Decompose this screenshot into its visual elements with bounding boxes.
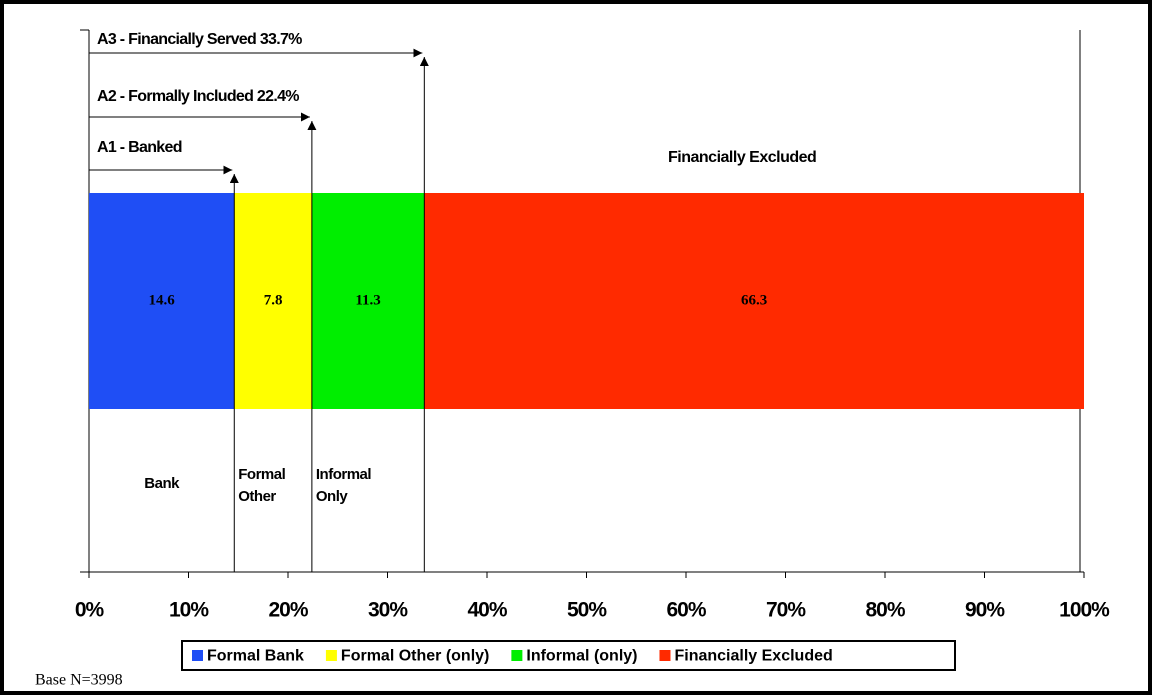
x-tick-label: 10% xyxy=(169,599,209,622)
segment-label: Bank xyxy=(144,475,180,492)
legend-label: Formal Bank xyxy=(207,648,304,665)
x-tick-label: 90% xyxy=(965,599,1005,622)
legend-swatch xyxy=(325,650,337,661)
legend-swatch xyxy=(192,650,203,661)
bar-segment xyxy=(311,193,425,409)
bar-segment xyxy=(424,193,1084,409)
annotation: A2 - Formally Included 22.4% xyxy=(97,88,299,105)
x-tick-label: 60% xyxy=(666,599,706,622)
legend-label: Formal Other (only) xyxy=(341,648,489,665)
legend-swatch xyxy=(659,650,671,661)
value-label: 14.6 xyxy=(149,292,176,308)
bar-segment xyxy=(89,193,235,409)
x-tick-label: 30% xyxy=(368,599,408,622)
x-tick-label: 100% xyxy=(1059,599,1110,622)
x-tick-label: 0% xyxy=(75,599,105,622)
footnote: Base N=3998 xyxy=(35,672,123,689)
x-tick-label: 80% xyxy=(865,599,905,622)
annotation: A1 - Banked xyxy=(97,139,182,156)
x-tick-label: 20% xyxy=(268,599,308,622)
excluded-label: Financially Excluded xyxy=(668,149,816,166)
value-label: 7.8 xyxy=(264,292,283,308)
value-label: 66.3 xyxy=(741,292,767,308)
x-tick-label: 70% xyxy=(766,599,806,622)
x-tick-label: 40% xyxy=(467,599,507,622)
x-tick-label: 50% xyxy=(567,599,607,622)
segment-label: Other xyxy=(238,488,276,505)
legend-swatch xyxy=(511,650,523,661)
value-label: 11.3 xyxy=(355,292,380,308)
legend-label: Informal (only) xyxy=(526,648,637,665)
annotation: A3 - Financially Served 33.7% xyxy=(97,31,302,48)
segment-label: Informal xyxy=(316,466,372,483)
legend xyxy=(181,640,956,671)
bar-segment xyxy=(234,193,312,409)
legend-label: Financially Excluded xyxy=(674,648,832,665)
segment-label: Formal xyxy=(238,466,285,483)
segment-label: Only xyxy=(316,488,348,505)
